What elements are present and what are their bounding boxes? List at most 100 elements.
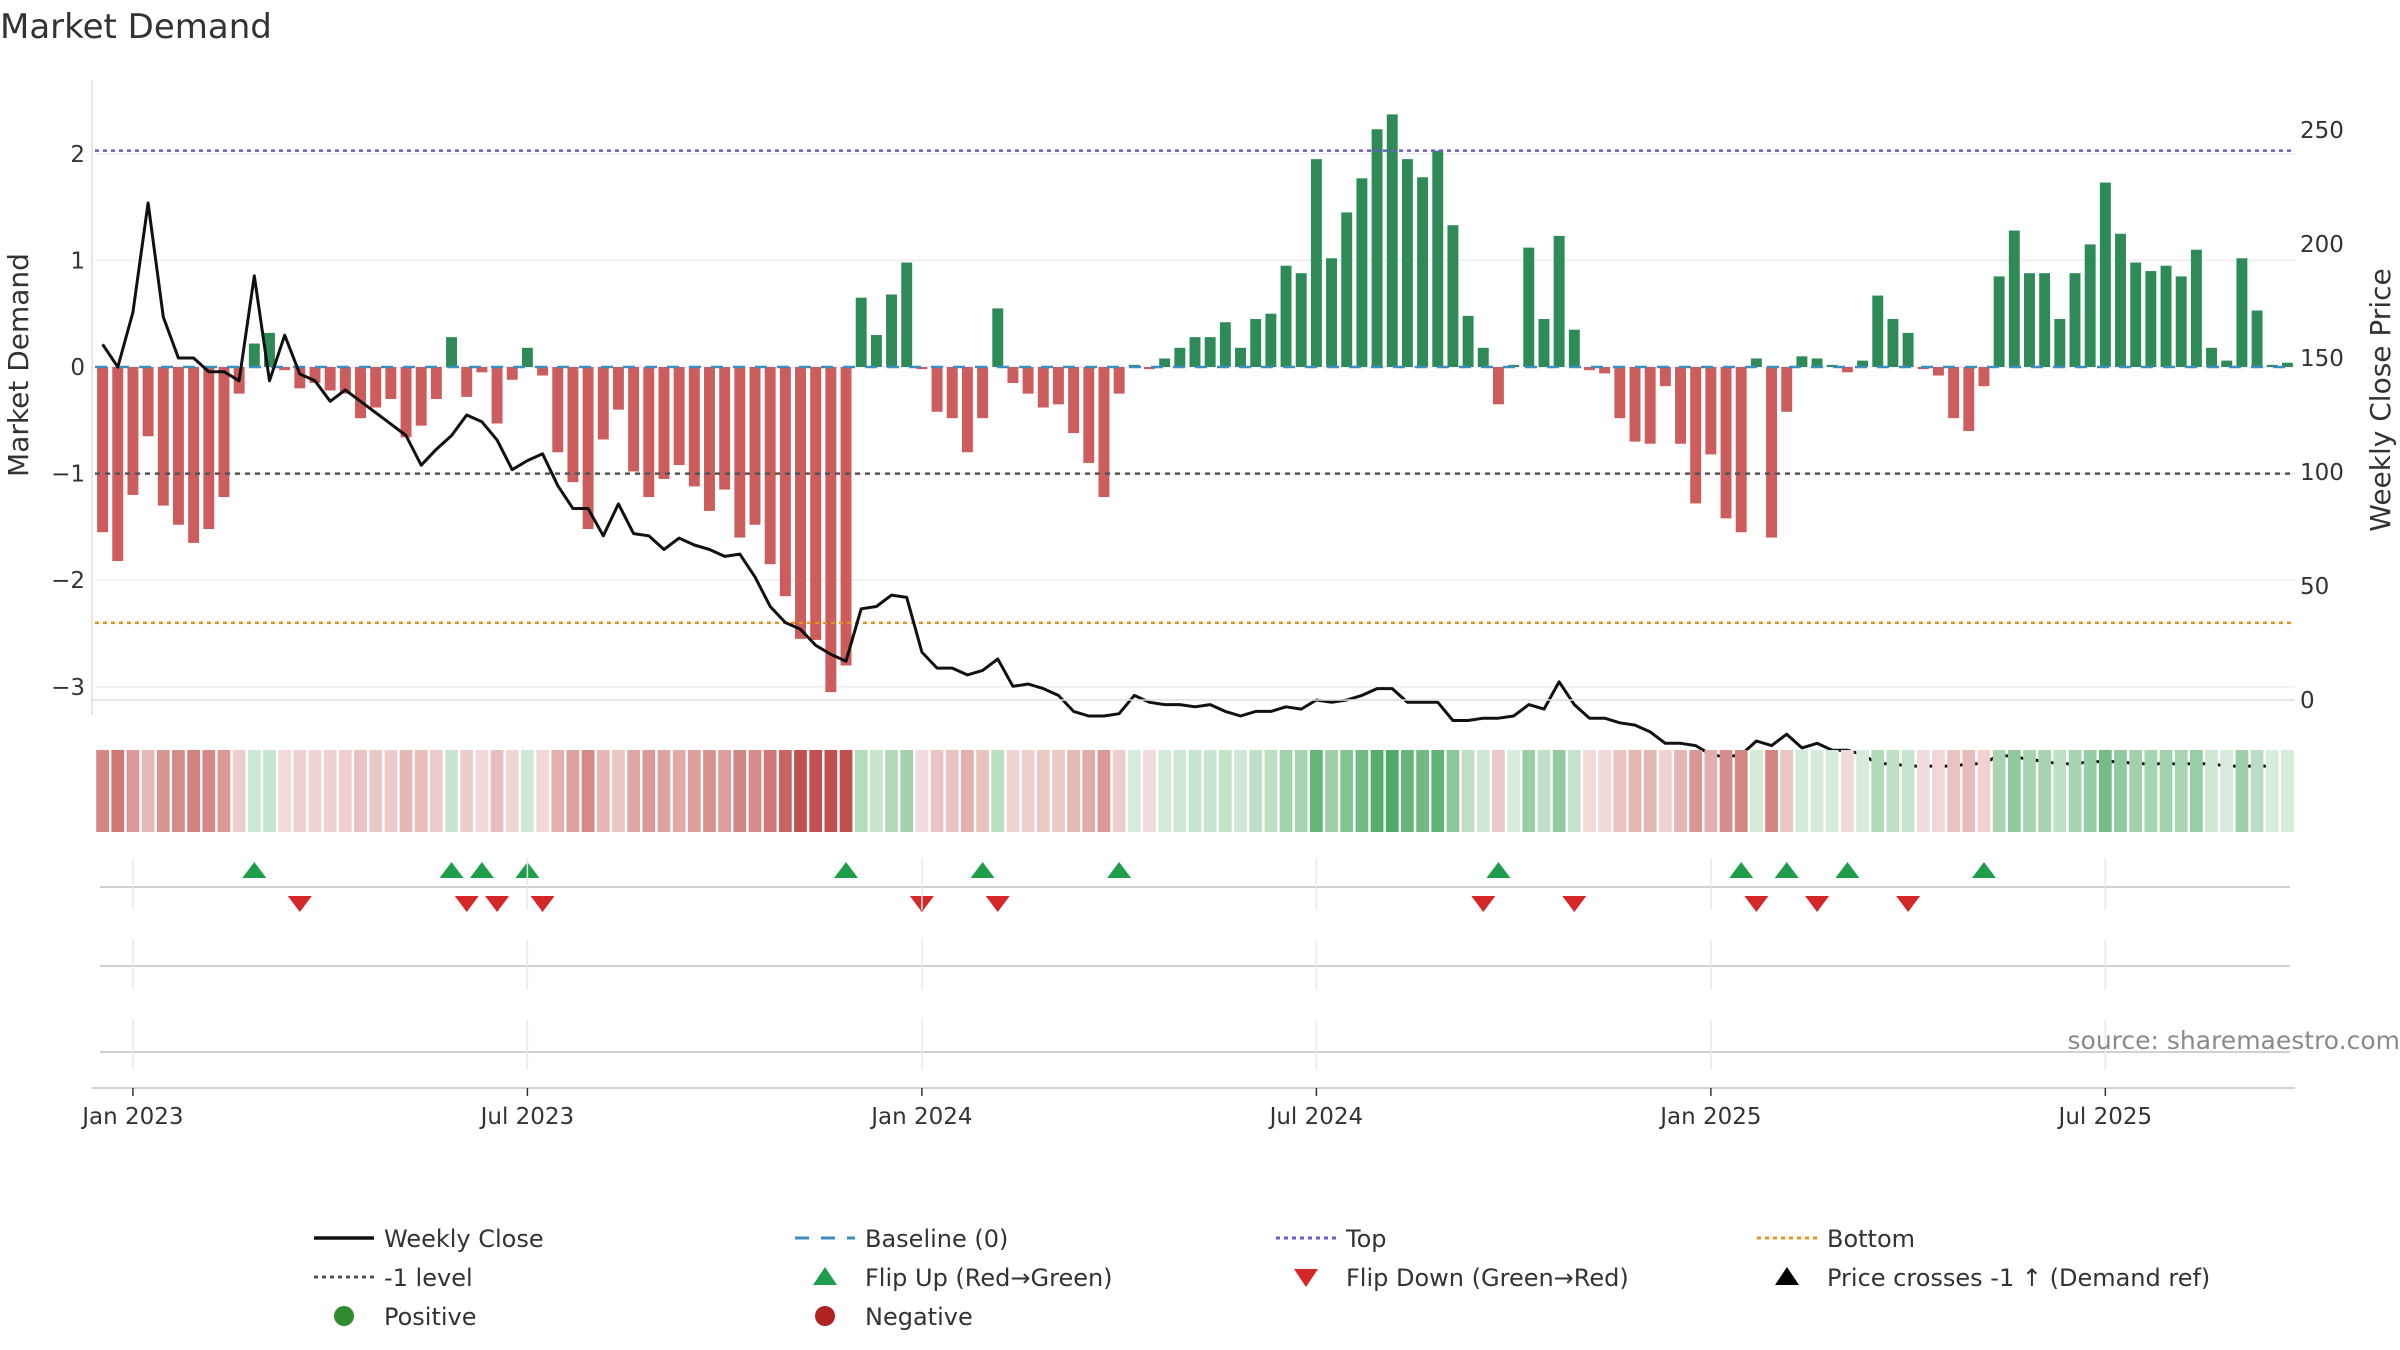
strip-cell bbox=[1279, 750, 1293, 832]
demand-bar bbox=[2039, 273, 2051, 367]
axes: 2 1 0 −1 −2 −3 250 200 150 100 50 0 bbox=[51, 80, 2344, 715]
demand-bar bbox=[400, 367, 412, 438]
strip-cell bbox=[1734, 750, 1748, 832]
demand-bar bbox=[1568, 329, 1580, 367]
demand-bar bbox=[855, 297, 867, 367]
demand-bar bbox=[1599, 367, 1611, 374]
demand-bar bbox=[2221, 360, 2233, 367]
demand-bar bbox=[2190, 249, 2202, 367]
right-tick-label: 250 bbox=[2300, 118, 2344, 144]
flip-down-marker bbox=[454, 896, 479, 912]
left-tick-label: 2 bbox=[70, 142, 85, 168]
strip-cell bbox=[748, 750, 762, 832]
flip-down-marker bbox=[1805, 896, 1830, 912]
demand-bar bbox=[2008, 230, 2020, 367]
strip-cell bbox=[839, 750, 853, 832]
demand-bar bbox=[673, 367, 685, 466]
demand-bar bbox=[1386, 114, 1398, 367]
strip-cell bbox=[1856, 750, 1869, 832]
flip-down-marker bbox=[1562, 896, 1587, 912]
legend: Weekly Close Baseline (0) Top Bottom -1 leve… bbox=[314, 1225, 2210, 1331]
strip-cell bbox=[1977, 750, 1991, 832]
strip-cell bbox=[809, 750, 823, 832]
strip-cell bbox=[1158, 750, 1172, 832]
strip-cell bbox=[369, 750, 383, 832]
legend-label: Baseline (0) bbox=[865, 1225, 1008, 1253]
strip-cell bbox=[2281, 750, 2294, 832]
x-axis-ticks: Jan 2023 Jul 2023 Jan 2024 Jul 2024 Jan 2025… bbox=[80, 1104, 2152, 1130]
strip-cell bbox=[1264, 750, 1278, 832]
strip-cell bbox=[263, 750, 276, 832]
strip-cell bbox=[2174, 750, 2188, 832]
demand-bar bbox=[1750, 358, 1762, 367]
demand-bar bbox=[537, 367, 549, 376]
strip-cell bbox=[1750, 750, 1763, 832]
demand-bar bbox=[1356, 178, 1368, 367]
demand-bar bbox=[1811, 358, 1823, 367]
demand-bar bbox=[1280, 265, 1292, 367]
demand-bar bbox=[1265, 313, 1277, 367]
strip-cell bbox=[2235, 750, 2249, 832]
demand-bar bbox=[1235, 347, 1246, 367]
strip-cell bbox=[1340, 750, 1354, 832]
demand-bar bbox=[749, 367, 761, 525]
demand-bar bbox=[2175, 276, 2187, 367]
demand-bar bbox=[552, 367, 564, 453]
strip-cell bbox=[338, 750, 352, 832]
left-tick-label: −1 bbox=[51, 462, 85, 488]
strip-cell bbox=[1704, 750, 1718, 832]
demand-bar bbox=[2145, 271, 2157, 367]
demand-bar bbox=[1932, 367, 1944, 376]
strip-cell bbox=[232, 750, 246, 832]
demand-bar bbox=[1037, 367, 1049, 408]
strip-cell bbox=[1810, 750, 1824, 832]
demand-bar bbox=[188, 367, 200, 543]
strip-cell bbox=[490, 750, 504, 832]
strip-cell bbox=[581, 750, 595, 832]
demand-bar bbox=[218, 367, 230, 498]
strip-cell bbox=[1294, 750, 1308, 832]
strip-cell bbox=[96, 750, 109, 832]
strip-cell bbox=[399, 750, 413, 832]
strip-cell bbox=[1446, 750, 1460, 832]
demand-bar bbox=[901, 262, 913, 367]
demand-bar bbox=[1614, 367, 1626, 419]
y-axis-label-right: Weekly Close Price bbox=[2364, 268, 2397, 531]
demand-bar bbox=[628, 367, 640, 472]
strip-cell bbox=[505, 750, 519, 832]
strip-cell bbox=[1097, 750, 1111, 832]
demand-bar bbox=[430, 367, 442, 399]
demand-bar bbox=[97, 367, 109, 533]
strip-cell bbox=[1552, 750, 1566, 832]
flip-up-marker bbox=[1774, 862, 1799, 878]
demand-bar bbox=[355, 367, 366, 419]
demand-bar bbox=[612, 367, 624, 410]
demand-bar bbox=[1978, 367, 1990, 387]
strip-cell bbox=[1234, 750, 1247, 832]
demand-bar bbox=[2084, 244, 2096, 367]
demand-bar bbox=[1310, 159, 1322, 367]
demand-bar bbox=[2251, 310, 2263, 367]
demand-bar bbox=[1963, 367, 1975, 431]
legend-label: Flip Up (Red→Green) bbox=[865, 1264, 1113, 1292]
strip-cell bbox=[1082, 750, 1096, 832]
demand-bar bbox=[946, 367, 958, 419]
strip-cell bbox=[627, 750, 640, 832]
demand-bar bbox=[1144, 367, 1155, 370]
demand-bar bbox=[870, 335, 882, 367]
strip-cell bbox=[2053, 750, 2067, 832]
strip-cell bbox=[2007, 750, 2021, 832]
strip-cell bbox=[915, 750, 929, 832]
legend-swatch bbox=[1775, 1267, 1799, 1285]
strip-cell bbox=[733, 750, 747, 832]
strip-cell bbox=[2250, 750, 2264, 832]
demand-bar bbox=[446, 337, 458, 367]
demand-bars bbox=[97, 114, 2293, 693]
strip-cell bbox=[172, 750, 185, 832]
flip-up-marker bbox=[1729, 862, 1754, 878]
demand-bar bbox=[688, 367, 700, 487]
demand-bar bbox=[112, 367, 124, 562]
legend-swatch bbox=[813, 1267, 837, 1285]
legend-label: Negative bbox=[865, 1303, 973, 1331]
flip-up-marker bbox=[242, 862, 267, 878]
